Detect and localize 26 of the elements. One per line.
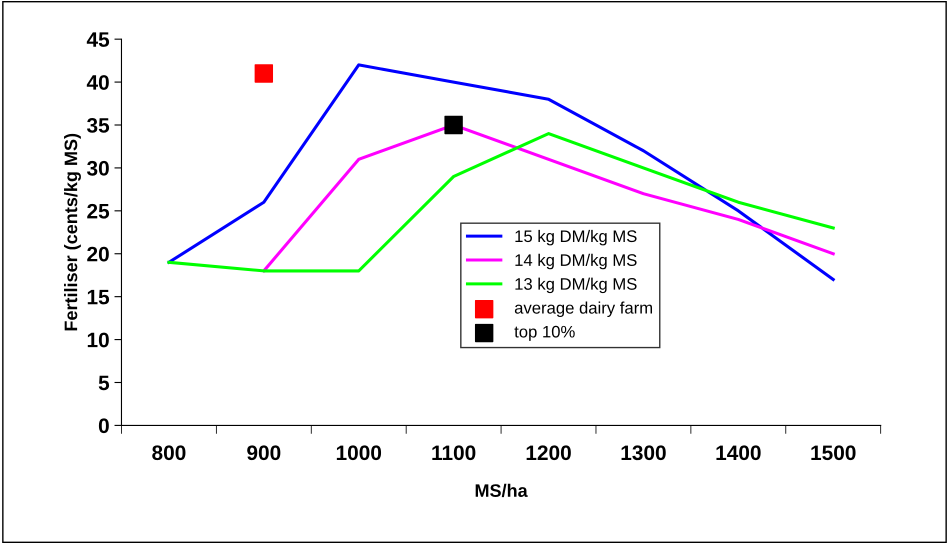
y-tick-label: 5 — [98, 376, 110, 390]
y-tick-label: 20 — [87, 246, 109, 262]
y-tick-label: 15 — [88, 290, 110, 304]
legend-label: 15 kg DM/kg MS — [515, 230, 637, 246]
line-series — [167, 132, 835, 272]
y-tick-label: 45 — [86, 32, 110, 47]
x-tick-label: 800 — [152, 445, 186, 460]
x-tick-label: 1100 — [432, 445, 476, 460]
x-tick-label: 1200 — [526, 445, 571, 460]
y-tick-label: 30 — [86, 160, 109, 176]
legend-label: average dairy farm — [514, 301, 652, 318]
y-tick-label: 35 — [86, 118, 110, 133]
y-axis-title: Fertiliser (cents/kg MS) — [64, 134, 81, 330]
y-tick-label: 40 — [86, 75, 109, 90]
x-axis-title: MS/ha — [476, 484, 528, 498]
y-tick-label: 0 — [98, 418, 109, 434]
legend-label: 13 kg DM/kg MS — [515, 278, 637, 294]
legend-label: top 10% — [514, 326, 575, 341]
x-tick-label: 900 — [247, 445, 280, 460]
x-tick-label: 1400 — [716, 445, 761, 460]
y-tick-label: 25 — [87, 204, 110, 219]
x-tick-label: 1300 — [622, 445, 666, 460]
y-tick-label: 10 — [88, 332, 109, 348]
x-tick-label: 1000 — [336, 445, 382, 460]
legend-label: 14 kg DM/kg MS — [515, 254, 637, 270]
x-tick-label: 1500 — [811, 445, 856, 460]
